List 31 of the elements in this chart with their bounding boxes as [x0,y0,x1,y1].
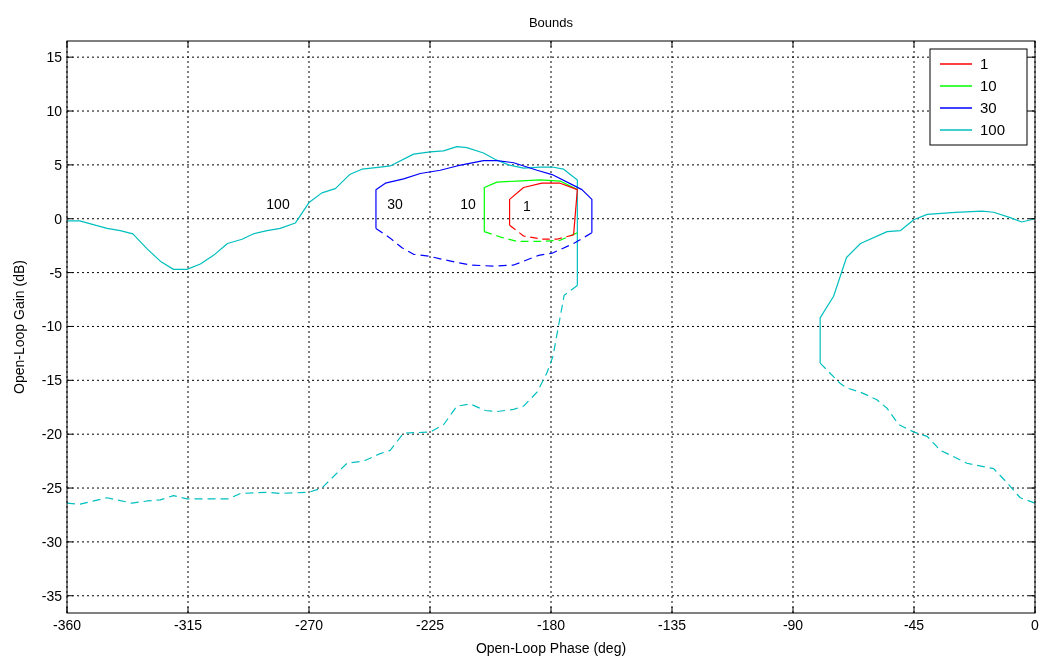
y-tick-label: -25 [41,479,63,496]
annotation: 30 [387,195,403,212]
y-tick-label: -10 [41,318,63,335]
y-tick-label: -15 [41,372,63,389]
x-tick-label: -180 [536,617,566,633]
x-tick-label: 0 [1031,617,1040,633]
legend-label: 30 [980,99,997,117]
x-axis-title: Open-Loop Phase (deg) [475,640,627,656]
legend-label: 10 [980,77,997,95]
annotation: 100 [266,195,290,212]
y-tick-label: 0 [54,210,63,227]
chart-title: Bounds [528,15,574,30]
x-tick-label: -225 [415,617,445,633]
y-tick-label: -35 [41,587,63,604]
x-tick-label: -135 [657,617,687,633]
x-tick-label: -90 [782,617,804,633]
legend-label: 1 [980,55,989,73]
y-tick-label: 15 [46,49,63,66]
y-tick-label: -30 [41,533,63,550]
annotation: 10 [460,195,476,212]
x-tick-label: -360 [52,617,82,633]
y-tick-label: -5 [49,264,63,281]
x-tick-label: -315 [173,617,203,633]
legend-label: 100 [980,121,1006,139]
y-axis-title: Open-Loop Gain (dB) [11,260,27,394]
y-tick-label: -20 [41,426,63,443]
y-tick-label: 10 [46,102,63,119]
annotation: 1 [523,197,532,214]
y-tick-label: 5 [54,156,63,173]
x-tick-label: -45 [903,617,925,633]
x-tick-label: -270 [294,617,324,633]
